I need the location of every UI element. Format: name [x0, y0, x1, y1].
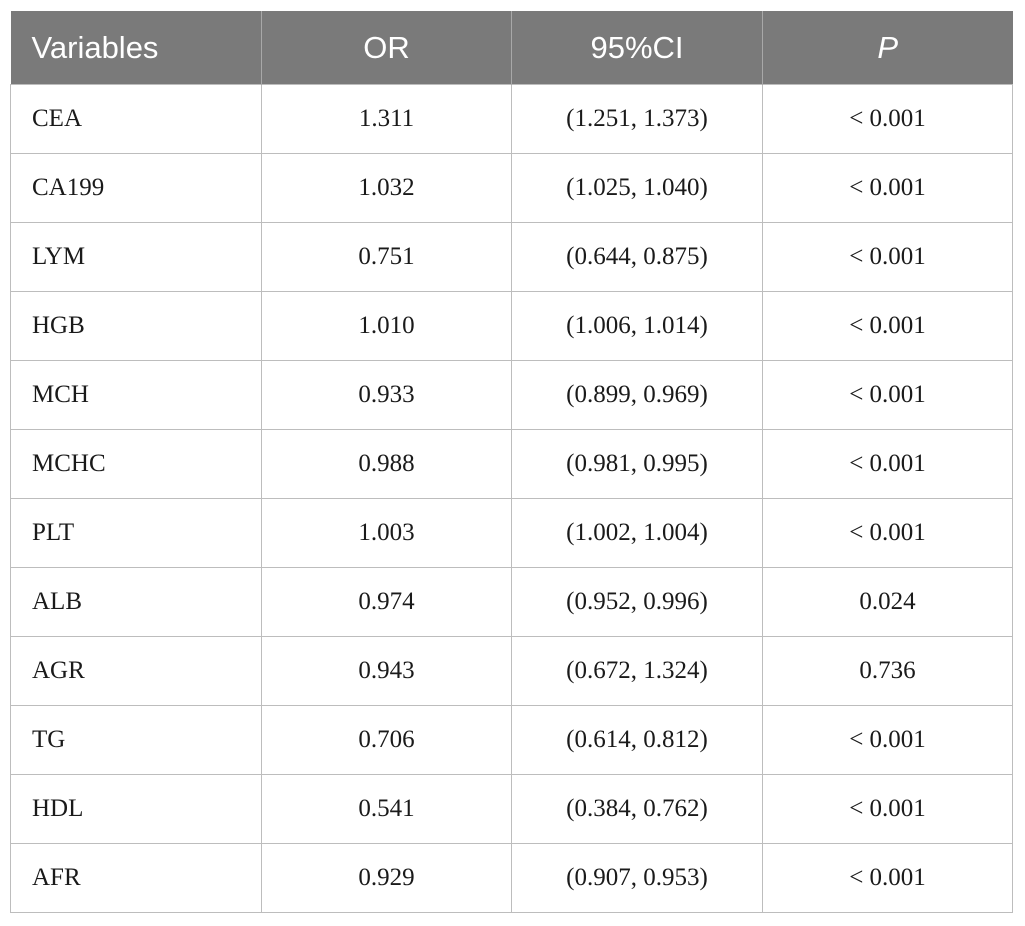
- table-row: MCHC 0.988 (0.981, 0.995) < 0.001: [10, 429, 1013, 499]
- cell-ci: (1.002, 1.004): [511, 498, 763, 568]
- cell-ci: (0.384, 0.762): [511, 774, 763, 844]
- cell-p: < 0.001: [762, 84, 1013, 154]
- cell-ci: (0.614, 0.812): [511, 705, 763, 775]
- cell-variable: AGR: [10, 636, 262, 706]
- cell-variable: TG: [10, 705, 262, 775]
- cell-or: 1.010: [261, 291, 512, 361]
- cell-variable: MCH: [10, 360, 262, 430]
- table-row: ALB 0.974 (0.952, 0.996) 0.024: [10, 567, 1013, 637]
- cell-variable: MCHC: [10, 429, 262, 499]
- results-table: Variables OR 95%CI P CEA 1.311 (1.251, 1.3…: [10, 11, 1013, 913]
- cell-variable: CA199: [10, 153, 262, 223]
- table-body: CEA 1.311 (1.251, 1.373) < 0.001 CA199 1.032(…: [10, 84, 1013, 913]
- table-row: PLT 1.003 (1.002, 1.004) < 0.001: [10, 498, 1013, 568]
- cell-p: < 0.001: [762, 705, 1013, 775]
- cell-ci: (1.251, 1.373): [511, 84, 763, 154]
- table-row: HDL 0.541 (0.384, 0.762) < 0.001: [10, 774, 1013, 844]
- cell-p: < 0.001: [762, 153, 1013, 223]
- header-row: Variables OR 95%CI P: [10, 11, 1013, 85]
- cell-or: 1.032: [261, 153, 512, 223]
- cell-or: 1.003: [261, 498, 512, 568]
- cell-or: 0.988: [261, 429, 512, 499]
- header-variables: Variables: [10, 11, 262, 85]
- cell-or: 0.943: [261, 636, 512, 706]
- cell-or: 1.311: [261, 84, 512, 154]
- cell-or: 0.929: [261, 843, 512, 913]
- cell-variable: LYM: [10, 222, 262, 292]
- table-row: TG 0.706 (0.614, 0.812) < 0.001: [10, 705, 1013, 775]
- cell-ci: (1.006, 1.014): [511, 291, 763, 361]
- cell-ci: (0.644, 0.875): [511, 222, 763, 292]
- table-row: CEA 1.311 (1.251, 1.373) < 0.001: [10, 84, 1013, 154]
- cell-ci: (0.981, 0.995): [511, 429, 763, 499]
- table-row: MCH 0.933 (0.899, 0.969) < 0.001: [10, 360, 1013, 430]
- cell-variable: PLT: [10, 498, 262, 568]
- cell-p: < 0.001: [762, 843, 1013, 913]
- cell-p: < 0.001: [762, 222, 1013, 292]
- header-p: P: [762, 11, 1013, 85]
- header-or: OR: [261, 11, 512, 85]
- cell-p: < 0.001: [762, 498, 1013, 568]
- cell-variable: AFR: [10, 843, 262, 913]
- cell-or: 0.706: [261, 705, 512, 775]
- cell-ci: (0.952, 0.996): [511, 567, 763, 637]
- table-row: CA199 1.032 (1.025, 1.040) < 0.001: [10, 153, 1013, 223]
- cell-variable: HDL: [10, 774, 262, 844]
- table-row: HGB 1.010 (1.006, 1.014) < 0.001: [10, 291, 1013, 361]
- cell-or: 0.751: [261, 222, 512, 292]
- header-ci: 95%CI: [511, 11, 763, 85]
- cell-p: < 0.001: [762, 360, 1013, 430]
- table-row: AFR 0.929 (0.907, 0.953) < 0.001: [10, 843, 1013, 913]
- cell-p: 0.736: [762, 636, 1013, 706]
- cell-or: 0.974: [261, 567, 512, 637]
- table-row: LYM 0.751 (0.644, 0.875) < 0.001: [10, 222, 1013, 292]
- cell-ci: (0.907, 0.953): [511, 843, 763, 913]
- cell-ci: (0.672, 1.324): [511, 636, 763, 706]
- cell-variable: CEA: [10, 84, 262, 154]
- cell-or: 0.933: [261, 360, 512, 430]
- cell-p: < 0.001: [762, 774, 1013, 844]
- cell-variable: ALB: [10, 567, 262, 637]
- table-container: Variables OR 95%CI P CEA 1.311 (1.251, 1.3…: [10, 11, 1013, 913]
- table-row: AGR 0.943 (0.672, 1.324) 0.736: [10, 636, 1013, 706]
- cell-p: < 0.001: [762, 429, 1013, 499]
- cell-p: 0.024: [762, 567, 1013, 637]
- cell-ci: (1.025, 1.040): [511, 153, 763, 223]
- cell-ci: (0.899, 0.969): [511, 360, 763, 430]
- cell-or: 0.541: [261, 774, 512, 844]
- cell-variable: HGB: [10, 291, 262, 361]
- cell-p: < 0.001: [762, 291, 1013, 361]
